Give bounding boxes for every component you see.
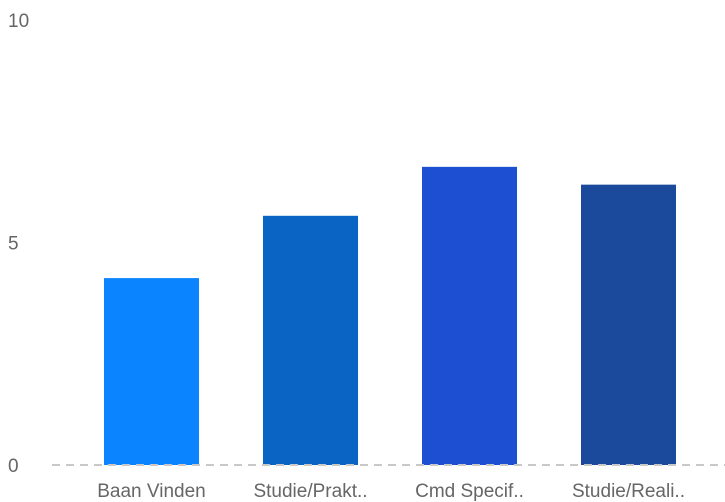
x-tick-label: Studie/Prakt.. — [253, 481, 367, 502]
bar[interactable] — [422, 166, 517, 465]
x-tick-label: Studie/Reali.. — [572, 481, 685, 502]
x-tick-label: Baan Vinden — [97, 481, 205, 502]
x-tick-label: Cmd Specif.. — [415, 481, 524, 502]
bar[interactable] — [104, 278, 199, 465]
bar[interactable] — [263, 215, 358, 465]
bar-series — [104, 166, 676, 465]
x-axis: Baan Vinden Studie/Prakt.. Cmd Specif.. Stu… — [97, 481, 685, 502]
y-axis: 0 5 10 — [8, 11, 29, 477]
bar[interactable] — [581, 184, 676, 465]
y-tick-label: 5 — [8, 234, 19, 255]
y-tick-label: 0 — [8, 456, 19, 477]
y-tick-label: 10 — [8, 11, 29, 32]
